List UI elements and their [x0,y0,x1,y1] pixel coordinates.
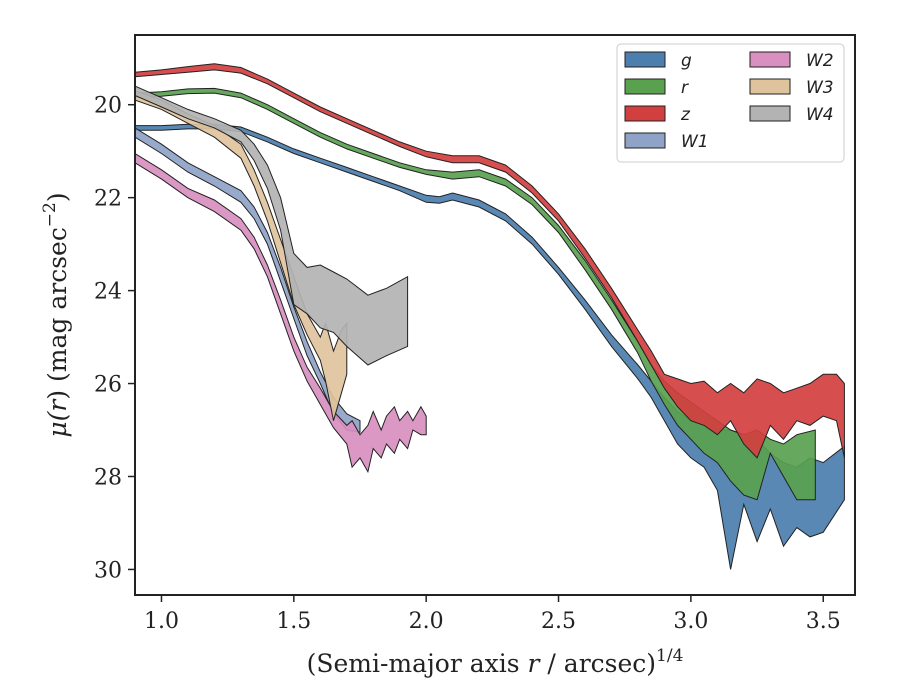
x-axis-title-mid: / arcsec) [539,649,656,678]
x-tick-label: 3.5 [806,609,841,634]
x-axis-title-exponent: 1/4 [656,646,683,666]
x-tick-label: 1.0 [144,609,179,634]
legend-label-r: r [681,78,689,98]
x-axis-title-prefix: (Semi-major axis [307,649,528,678]
band-w3 [135,90,348,421]
y-axis-title-mid: ) (mag arcsec [43,227,72,400]
legend-box [616,43,845,163]
legend-swatch-r [624,78,666,95]
legend: grz W1 W2 W3 W4 [616,43,845,163]
x-axis-title-var: r [528,649,542,678]
legend-swatch-z [624,105,666,122]
band-g [135,123,845,570]
legend-swatch-w2 [749,51,791,68]
y-axis-title-var: r [43,398,72,412]
plot-frame [134,34,856,596]
profile-bands [135,63,845,570]
y-tick-label: 28 [94,465,122,490]
legend-swatch-g [624,51,666,68]
legend-label-w1: W1 [681,132,709,152]
y-axis-title: μ(r) (mag arcsec−2) [40,192,72,437]
y-axis-title-suffix: ) [43,192,72,202]
x-tick-label: 2.0 [409,609,444,634]
legend-label-z: z [680,105,691,125]
band-w2 [135,152,427,474]
legend-swatch-w3 [749,78,791,95]
legend-label-g: g [681,51,692,71]
y-tick-label: 24 [94,280,122,305]
band-w4 [135,85,409,366]
y-axis-title-exponent: −2 [40,202,60,227]
legend-label-w4: W4 [806,105,834,125]
legend-label-w2: W2 [806,51,834,71]
y-axis: 20 22 24 26 28 30 [94,94,135,583]
y-tick-label: 22 [94,187,122,212]
legend-swatch-w1 [624,132,666,149]
x-tick-label: 3.0 [673,609,708,634]
x-axis-title: (Semi-major axis r / arcsec)1/4 [307,646,684,678]
x-tick-label: 2.5 [541,609,576,634]
x-tick-label: 1.5 [276,609,311,634]
band-z [135,63,845,459]
band-r [135,87,816,501]
legend-swatch-w4 [749,105,791,122]
legend-label-w3: W3 [806,78,834,98]
y-axis-title-prefix: μ( [43,410,72,437]
band-w1 [135,127,361,433]
y-tick-label: 26 [94,373,122,398]
y-tick-label: 20 [94,94,122,119]
x-axis: 1.0 1.5 2.0 2.5 3.0 3.5 [144,595,841,634]
y-tick-label: 30 [94,558,122,583]
